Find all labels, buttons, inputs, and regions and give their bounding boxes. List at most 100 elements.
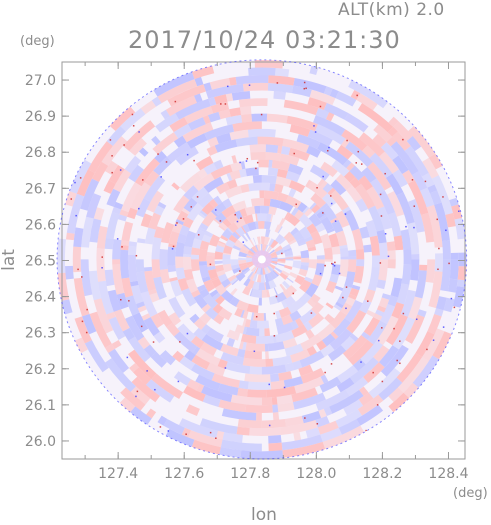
radial-cell <box>388 259 396 268</box>
speckle-point <box>133 125 135 127</box>
y-tick-label: 26.0 <box>25 434 56 450</box>
speckle-point <box>247 158 249 160</box>
speckle-point <box>234 214 236 216</box>
x-tick-label: 128.4 <box>428 466 468 482</box>
speckle-point <box>239 270 241 272</box>
radial-cell <box>183 257 192 270</box>
speckle-point <box>120 169 122 171</box>
speckle-point <box>86 332 88 334</box>
radial-cell <box>262 183 270 191</box>
speckle-point <box>320 106 322 108</box>
speckle-point <box>388 256 390 257</box>
radial-cell <box>403 249 411 264</box>
speckle-point <box>135 396 137 398</box>
radial-cell <box>332 246 341 255</box>
speckle-point <box>356 162 358 164</box>
speckle-point <box>361 163 363 165</box>
speckle-point <box>358 151 360 153</box>
radial-cell <box>285 258 293 260</box>
x-tick-label: 127.4 <box>98 466 138 482</box>
speckle-point <box>331 263 333 265</box>
radial-cell <box>112 239 121 259</box>
speckle-point <box>281 253 283 255</box>
radial-cell <box>272 397 278 405</box>
radial-cell <box>451 253 459 260</box>
speckle-point <box>136 255 138 257</box>
speckle-point <box>187 154 189 156</box>
radial-cell <box>273 91 286 100</box>
radial-cell <box>265 359 273 367</box>
speckle-point <box>384 173 386 175</box>
radial-cell <box>259 282 266 290</box>
speckle-point <box>413 227 415 229</box>
radial-cell <box>73 247 81 273</box>
radial-cell <box>265 344 269 352</box>
radial-cell <box>245 404 272 412</box>
radial-cell <box>379 242 388 259</box>
speckle-point <box>412 179 414 181</box>
speckle-point <box>225 103 227 105</box>
y-tick-label: 26.3 <box>25 326 56 342</box>
radial-cell <box>136 259 145 272</box>
speckle-point <box>239 162 241 164</box>
radial-cell <box>250 320 258 328</box>
radial-cell <box>388 250 396 259</box>
radial-cell <box>387 241 396 251</box>
speckle-point <box>426 349 428 351</box>
speckle-point <box>187 333 189 335</box>
radial-cell <box>215 251 223 259</box>
radial-cell <box>237 388 248 397</box>
radial-cell <box>199 249 208 262</box>
radial-cell <box>245 343 265 352</box>
speckle-point <box>367 300 369 302</box>
radial-cell <box>340 248 349 257</box>
speckle-point <box>273 313 275 315</box>
radial-cell <box>247 389 267 397</box>
radial-cell <box>264 328 270 336</box>
radial-cell <box>66 233 75 240</box>
speckle-point <box>402 139 404 141</box>
radial-cell <box>120 250 129 279</box>
speckle-point <box>179 341 181 343</box>
radial-cell <box>266 144 279 153</box>
speckle-point <box>313 125 315 127</box>
radial-cell <box>245 327 259 336</box>
y-tick-label: 27.0 <box>25 73 56 89</box>
speckle-point <box>335 220 337 222</box>
speckle-point <box>284 387 286 389</box>
speckle-point <box>146 370 148 372</box>
radial-cell <box>435 253 443 271</box>
speckle-point <box>378 340 380 342</box>
speckle-point <box>168 430 170 432</box>
speckle-point <box>346 286 348 288</box>
speckle-point <box>311 312 313 314</box>
speckle-point <box>142 179 144 181</box>
speckle-point <box>225 367 227 369</box>
speckle-point <box>254 351 256 353</box>
radial-cell <box>259 328 265 336</box>
speckle-point <box>141 326 143 328</box>
speckle-point <box>380 262 382 264</box>
speckle-point <box>123 144 125 146</box>
speckle-point <box>448 263 450 265</box>
radial-cell <box>191 259 200 271</box>
speckle-point <box>324 372 326 374</box>
speckle-point <box>77 269 79 271</box>
radial-cell <box>324 247 333 259</box>
radial-cell <box>159 249 167 270</box>
radial-cell <box>348 250 356 257</box>
speckle-point <box>327 150 329 152</box>
speckle-point <box>117 238 119 240</box>
radial-cell <box>256 413 262 421</box>
speckle-point <box>75 215 77 217</box>
speckle-point <box>385 233 387 235</box>
y-tick-label: 26.7 <box>25 181 56 197</box>
speckle-point <box>166 161 168 163</box>
speckle-point <box>243 241 245 243</box>
radial-cell <box>250 144 266 152</box>
speckle-point <box>346 140 348 142</box>
speckle-point <box>442 196 444 198</box>
radial-cell <box>301 258 309 263</box>
speckle-point <box>220 103 222 105</box>
radial-cell <box>191 255 199 260</box>
